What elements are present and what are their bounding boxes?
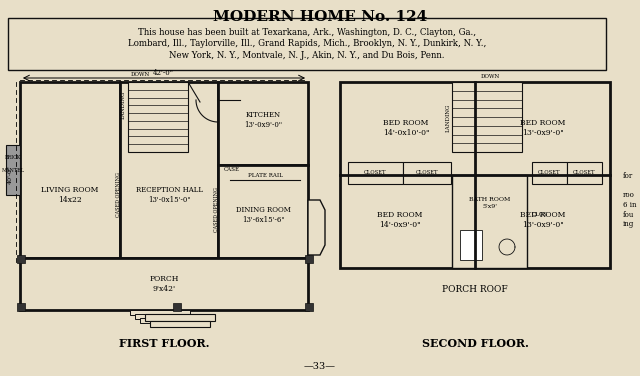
Bar bbox=[20, 82, 120, 258]
Bar bbox=[403, 162, 451, 184]
Bar bbox=[145, 314, 215, 321]
Text: LANDING: LANDING bbox=[445, 104, 451, 132]
Text: MANTEL: MANTEL bbox=[1, 168, 24, 173]
Bar bbox=[348, 162, 403, 184]
Bar bbox=[130, 310, 190, 315]
Bar bbox=[460, 230, 482, 260]
Text: 42'-0": 42'-0" bbox=[152, 69, 173, 77]
Text: for

roo
6 in
fou
ing: for roo 6 in fou ing bbox=[623, 171, 637, 229]
Text: PORCH
9'x42': PORCH 9'x42' bbox=[149, 275, 179, 293]
Text: —33—: —33— bbox=[304, 362, 336, 371]
Bar bbox=[567, 162, 602, 184]
Text: MODERN HOME No. 124: MODERN HOME No. 124 bbox=[213, 10, 427, 24]
Text: CASE: CASE bbox=[224, 167, 240, 172]
Text: DINING ROOM
13'-6x15'-6": DINING ROOM 13'-6x15'-6" bbox=[236, 206, 291, 224]
Text: CLOSET: CLOSET bbox=[538, 170, 560, 176]
Text: PORCH ROOF: PORCH ROOF bbox=[442, 285, 508, 294]
Text: CLOS: CLOS bbox=[532, 212, 548, 217]
Bar bbox=[532, 162, 567, 184]
Polygon shape bbox=[308, 200, 325, 255]
Text: KITCHEN
13'-0x9'-0": KITCHEN 13'-0x9'-0" bbox=[244, 111, 282, 129]
Text: BED ROOM
14'-0x9'-0": BED ROOM 14'-0x9'-0" bbox=[378, 211, 422, 229]
Bar bbox=[218, 82, 308, 165]
Text: DOWN: DOWN bbox=[131, 72, 150, 77]
Bar bbox=[120, 82, 218, 258]
Bar bbox=[340, 82, 610, 268]
Text: BED ROOM
13'-0x9'-0": BED ROOM 13'-0x9'-0" bbox=[520, 211, 566, 229]
Text: CLOSET: CLOSET bbox=[416, 170, 438, 176]
Text: CLOSET: CLOSET bbox=[573, 170, 595, 176]
Bar bbox=[173, 303, 181, 311]
Bar bbox=[135, 314, 185, 319]
Bar bbox=[20, 258, 308, 310]
Text: RECEPTION HALL
13'-0x15'-0": RECEPTION HALL 13'-0x15'-0" bbox=[136, 186, 202, 204]
Bar bbox=[17, 255, 25, 263]
Bar bbox=[452, 175, 527, 268]
Bar bbox=[305, 303, 313, 311]
Text: CASED OPENING: CASED OPENING bbox=[214, 188, 218, 232]
Bar bbox=[305, 255, 313, 263]
Text: LANDING: LANDING bbox=[120, 91, 125, 119]
Text: CASED OPENING: CASED OPENING bbox=[115, 173, 120, 217]
Bar bbox=[150, 321, 210, 327]
Bar bbox=[17, 303, 25, 311]
Text: BRICK: BRICK bbox=[4, 155, 21, 160]
Text: BED ROOM
13'-0x9'-0": BED ROOM 13'-0x9'-0" bbox=[520, 119, 566, 137]
Text: SECOND FLOOR.: SECOND FLOOR. bbox=[422, 338, 529, 349]
Bar bbox=[128, 82, 188, 152]
Text: PLATE RAIL: PLATE RAIL bbox=[248, 173, 282, 178]
Text: 40'-0": 40'-0" bbox=[8, 165, 13, 185]
Text: LIVING ROOM
14x22: LIVING ROOM 14x22 bbox=[42, 186, 99, 204]
Bar bbox=[218, 165, 308, 258]
Text: DOWN: DOWN bbox=[481, 74, 500, 79]
Text: BATH ROOM
5'x9': BATH ROOM 5'x9' bbox=[469, 197, 510, 209]
Text: FIRST FLOOR.: FIRST FLOOR. bbox=[119, 338, 209, 349]
Bar bbox=[8, 18, 606, 70]
Bar bbox=[452, 82, 522, 152]
Text: This house has been built at Texarkana, Ark., Washington, D. C., Clayton, Ga.,
L: This house has been built at Texarkana, … bbox=[128, 29, 486, 60]
Text: BED ROOM
14'-0x10'-0": BED ROOM 14'-0x10'-0" bbox=[383, 119, 429, 137]
Bar bbox=[140, 318, 180, 323]
Text: CLOSET: CLOSET bbox=[364, 170, 387, 176]
Bar bbox=[6, 145, 20, 195]
